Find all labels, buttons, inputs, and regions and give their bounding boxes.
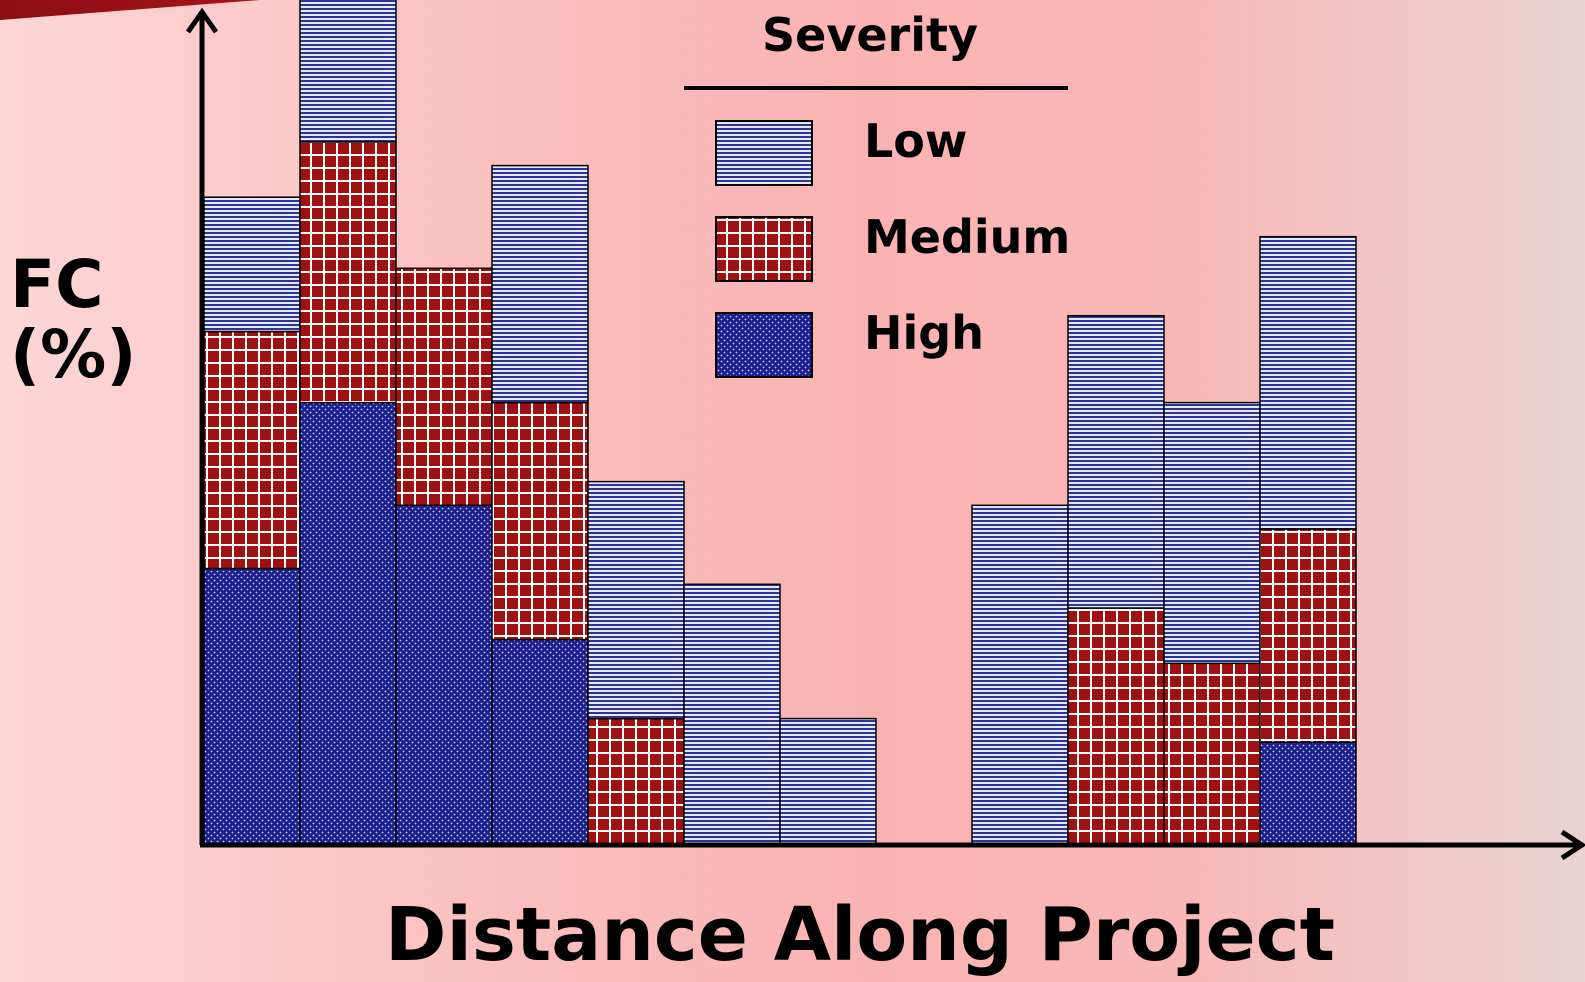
bar-segment-5-low [587, 480, 685, 720]
bar-segment-4-medium [491, 401, 589, 641]
legend-label-high: High [864, 306, 984, 360]
bars-group [203, 0, 1357, 846]
bar-segment-12-low [1259, 235, 1357, 530]
legend-swatch-low [715, 120, 813, 186]
bar-segment-11-medium [1163, 662, 1261, 846]
legend-label-medium: Medium [864, 210, 1071, 264]
legend-title: Severity [762, 8, 978, 62]
bar-segment-12-high [1259, 741, 1357, 846]
y-axis-arrow [185, 7, 219, 34]
bar-segment-2-high [299, 401, 397, 846]
x-axis-label: Distance Along Project [385, 892, 1335, 978]
bar-segment-10-low [1067, 314, 1165, 609]
y-axis-label-line1: FC [10, 246, 104, 323]
legend-swatch-medium [715, 216, 813, 282]
y-axis-label: FC (%) [10, 250, 136, 390]
bar-segment-1-high [203, 567, 301, 846]
bar-segment-12-medium [1259, 528, 1357, 744]
y-axis-label-line2: (%) [10, 316, 137, 393]
legend-divider [684, 86, 1068, 90]
bar-segment-9-low [971, 504, 1069, 846]
bar-segment-1-medium [203, 330, 301, 570]
bar-segment-4-high [491, 638, 589, 846]
legend-swatch-high [715, 312, 813, 378]
bar-segment-6-low [683, 583, 781, 846]
bar-segment-2-low [299, 0, 397, 143]
bar-segment-2-medium [299, 141, 397, 404]
bar-segment-3-high [395, 504, 493, 846]
bar-segment-7-low [779, 717, 877, 846]
bar-segment-1-low [203, 196, 301, 333]
legend-label-low: Low [864, 114, 968, 168]
bar-segment-11-low [1163, 401, 1261, 665]
bar-segment-10-medium [1067, 607, 1165, 846]
bar-segment-5-medium [587, 717, 685, 846]
bar-segment-3-medium [395, 267, 493, 507]
x-axis-arrow [1560, 829, 1585, 861]
bar-segment-4-low [491, 164, 589, 404]
